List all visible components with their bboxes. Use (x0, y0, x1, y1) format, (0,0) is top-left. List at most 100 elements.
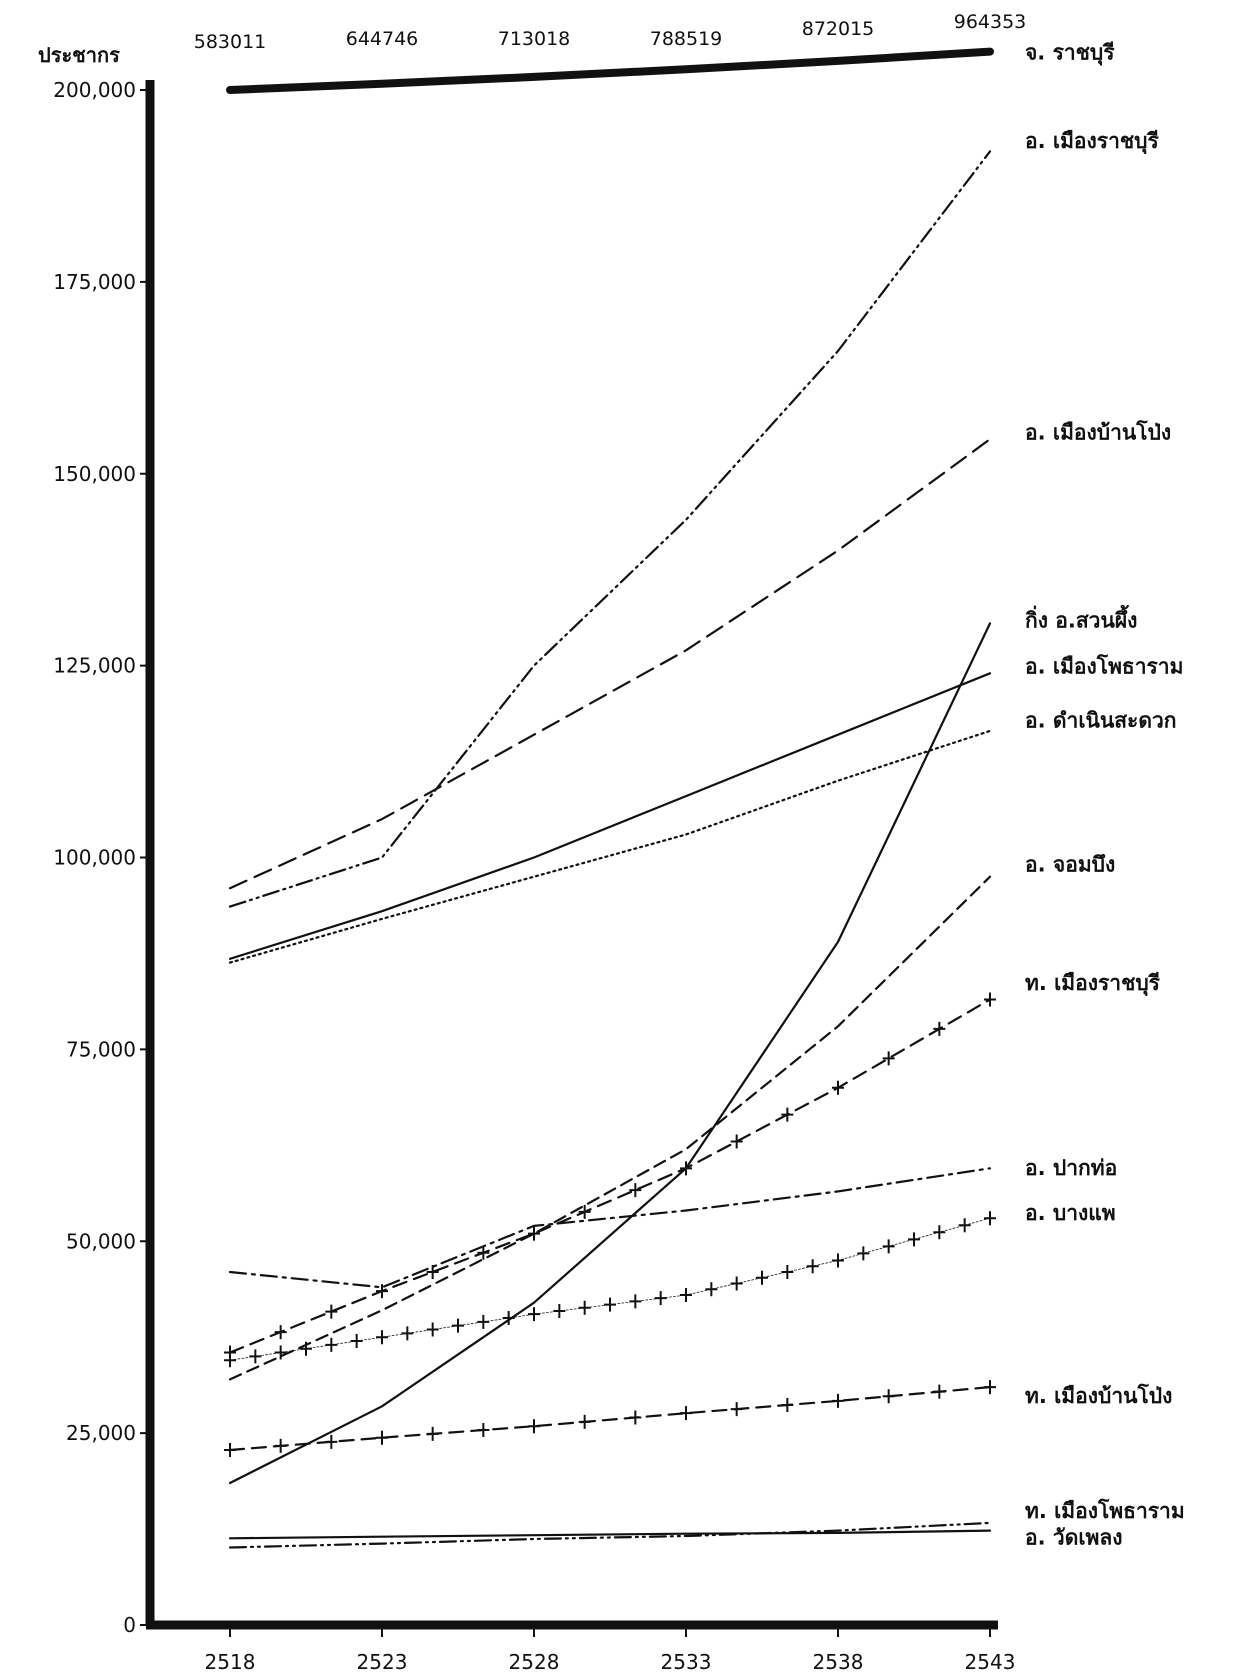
cross-marker (477, 1423, 490, 1438)
cross-marker (578, 1300, 591, 1315)
cross-marker (654, 1291, 667, 1306)
province-total-label: 644746 (346, 28, 419, 50)
cross-marker (553, 1303, 566, 1318)
cross-marker (604, 1297, 616, 1312)
series-label-อ-เมืองราชบุรี: อ. เมืองราชบุรี (1025, 129, 1159, 155)
series-label-อ-ปากท่อ: อ. ปากท่อ (1025, 1156, 1117, 1180)
cross-marker (249, 1349, 262, 1364)
cross-marker (401, 1326, 414, 1341)
series-line-อ-จอมบึง (228, 875, 992, 1381)
cross-marker (730, 1134, 743, 1149)
series-line-อ-เมืองบ้านโป่ง (228, 438, 992, 890)
y-tick-label: 100,000 (53, 846, 136, 870)
series-line-อ-เมืองราชบุรี (228, 150, 992, 908)
y-tick-label: 50,000 (66, 1229, 136, 1253)
cross-marker (426, 1426, 439, 1441)
cross-marker (325, 1337, 338, 1352)
province-total-label: 788519 (650, 28, 723, 50)
cross-marker (578, 1414, 591, 1429)
cross-marker (629, 1410, 642, 1425)
series-label-จ-ราชบุรี: จ. ราชบุรี (1025, 41, 1115, 67)
cross-marker (908, 1232, 920, 1247)
series-label-อ-เมืองโพธาราม: อ. เมืองโพธาราม (1025, 654, 1183, 679)
series-label-อ-วัดเพลง: อ. วัดเพลง (1025, 1526, 1122, 1550)
series-label-ท-เมืองโพธาราม: ท. เมืองโพธาราม (1025, 1498, 1185, 1523)
cross-marker (325, 1434, 338, 1449)
province-total-label: 713018 (498, 28, 571, 50)
cross-marker (857, 1246, 870, 1261)
cross-marker (984, 1211, 996, 1226)
cross-marker (756, 1270, 768, 1285)
cross-marker (806, 1259, 819, 1274)
cross-marker (376, 1430, 388, 1445)
series-label-อ-บางแพ: อ. บางแพ (1025, 1201, 1116, 1225)
series-layer (224, 47, 996, 1549)
cross-marker (680, 1406, 692, 1421)
cross-marker (376, 1330, 388, 1345)
cross-marker (832, 1393, 844, 1408)
cross-marker (224, 1443, 236, 1458)
cross-marker (528, 1226, 540, 1241)
cross-marker (224, 1353, 236, 1368)
cross-marker (502, 1311, 515, 1325)
province-total-label: 872015 (802, 18, 875, 40)
cross-marker (730, 1276, 743, 1291)
cross-marker (629, 1183, 642, 1198)
y-tick-label: 150,000 (53, 462, 136, 486)
cross-marker (882, 1051, 895, 1066)
series-line-กิ่ง-อสวนผึ้ง (228, 622, 992, 1485)
series-line-ท-เมืองราชบุรี (228, 998, 992, 1354)
series-label-อ-ดำเนินสะดวก: อ. ดำเนินสะดวก (1025, 708, 1176, 732)
series-label-กิ่ง-อสวนผึ้ง: กิ่ง อ.สวนผึ้ง (1025, 605, 1138, 633)
cross-marker (300, 1341, 312, 1356)
province-total-label: 583011 (194, 31, 267, 53)
cross-marker (528, 1419, 540, 1434)
cross-marker (832, 1253, 844, 1268)
cross-marker (376, 1284, 388, 1299)
cross-marker (882, 1389, 895, 1404)
cross-marker (705, 1282, 718, 1297)
cross-marker (730, 1402, 743, 1417)
cross-marker (274, 1345, 287, 1360)
cross-marker (274, 1438, 287, 1453)
cross-marker (781, 1397, 794, 1412)
x-tick-label: 2533 (661, 1650, 712, 1674)
series-line-ท-เมืองโพธาราม (228, 1521, 992, 1549)
cross-marker (477, 1314, 490, 1329)
cross-marker (528, 1307, 540, 1322)
series-label-อ-เมืองบ้านโป่ง: อ. เมืองบ้านโป่ง (1025, 420, 1171, 445)
cross-marker (452, 1318, 464, 1333)
cross-marker (274, 1325, 287, 1340)
cross-marker (578, 1204, 591, 1219)
x-tick-label: 2543 (965, 1650, 1016, 1674)
cross-marker (680, 1161, 692, 1176)
labels-layer: ประชากร 0 25,000 50,000 75,000 100,000 125,000… (38, 11, 1185, 1674)
x-tick-label: 2518 (205, 1650, 256, 1674)
cross-marker (350, 1334, 363, 1349)
series-line-อ-ดำเนินสะดวก (228, 729, 992, 964)
series-line-จ-ราชบุรี (226, 47, 994, 94)
cross-marker (629, 1294, 642, 1309)
series-label-อ-จอมบึง: อ. จอมบึง (1025, 853, 1115, 877)
y-tick-label: 25,000 (66, 1421, 136, 1445)
axes-layer (140, 80, 998, 1637)
cross-marker (933, 1384, 946, 1399)
cross-marker (477, 1245, 490, 1260)
series-line-อ-เมืองโพธาราม (228, 672, 992, 960)
y-axis-title: ประชากร (38, 43, 120, 67)
series-line-อ-บางแพ (229, 1217, 991, 1361)
cross-marker (325, 1304, 338, 1319)
y-tick-label: 125,000 (53, 654, 136, 678)
series-label-ท-เมืองราชบุรี: ท. เมืองราชบุรี (1025, 971, 1161, 997)
province-total-label: 964353 (954, 11, 1027, 33)
y-tick-label: 0 (123, 1613, 136, 1637)
series-line-อ-วัดเพลง (228, 1529, 992, 1540)
cross-marker (984, 992, 996, 1007)
cross-marker (781, 1107, 794, 1122)
x-tick-label: 2528 (509, 1650, 560, 1674)
cross-marker (984, 1380, 996, 1395)
cross-marker (933, 1021, 946, 1036)
y-tick-label: 75,000 (66, 1037, 136, 1061)
x-tick-label: 2523 (357, 1650, 408, 1674)
